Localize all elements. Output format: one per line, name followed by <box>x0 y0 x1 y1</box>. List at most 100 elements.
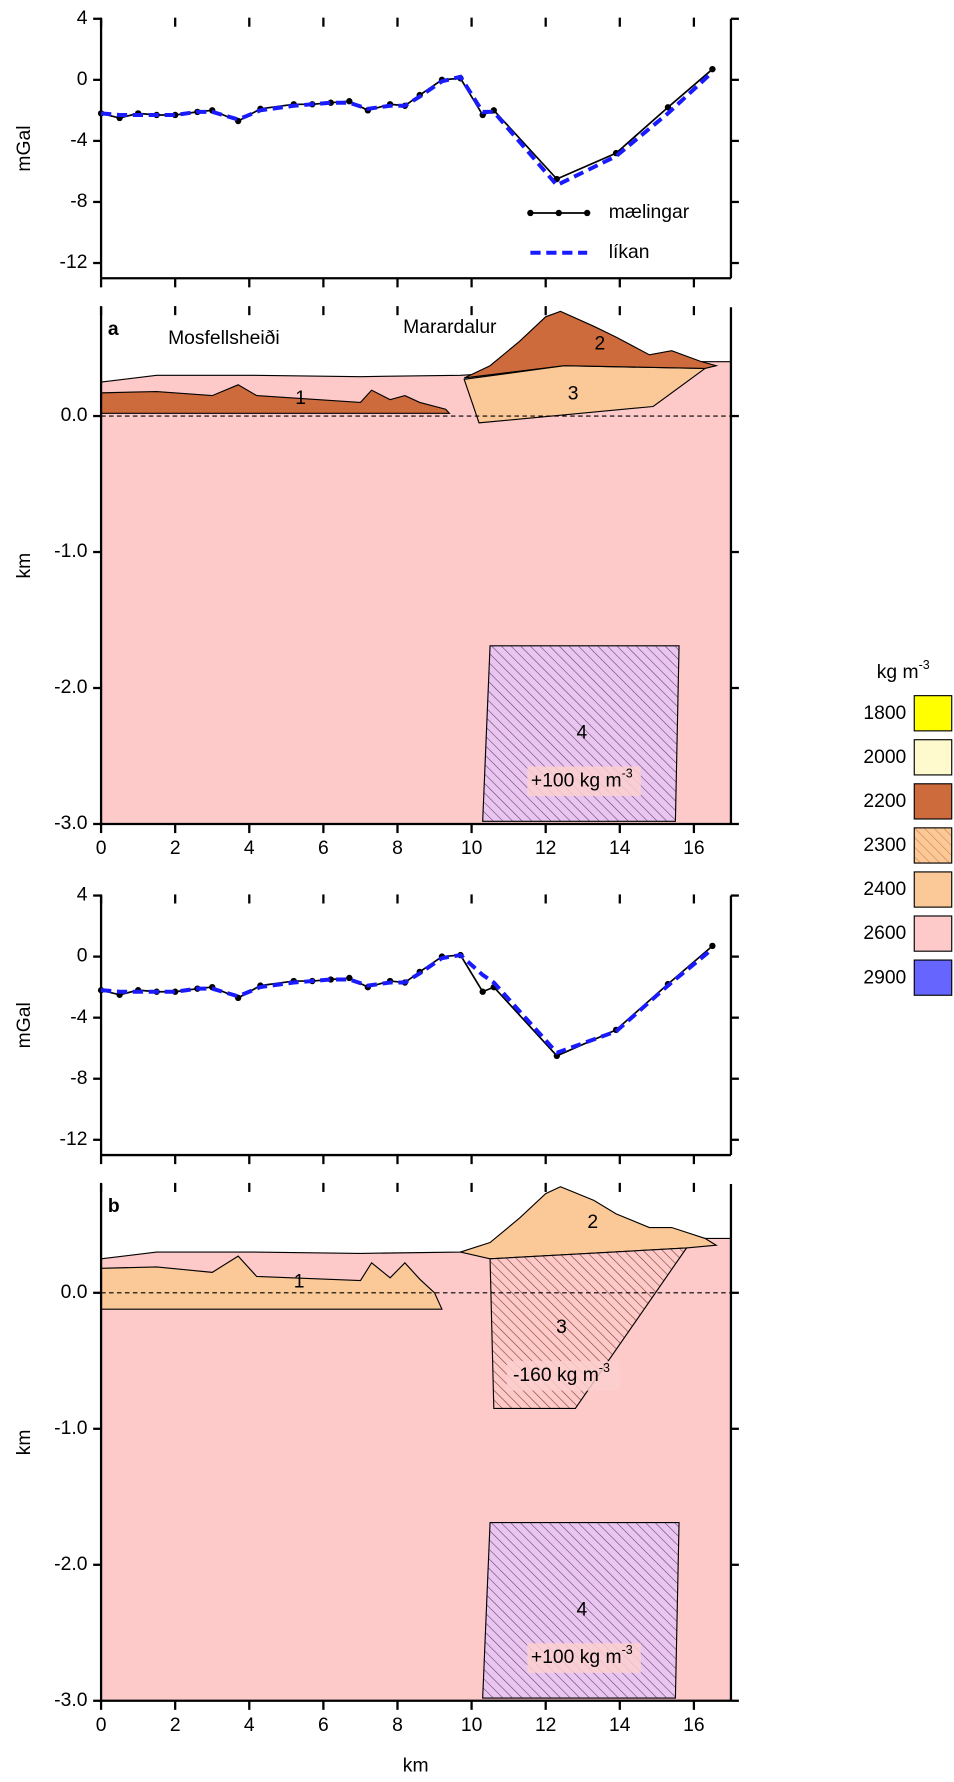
body-label: 2 <box>587 1212 598 1233</box>
y-axis-label: mGal <box>14 1002 35 1048</box>
x-tick-label: 16 <box>683 1715 704 1736</box>
y-tick-label: 4 <box>77 8 88 29</box>
legend-swatch <box>913 915 953 952</box>
legend-swatch <box>913 783 953 820</box>
density-annotation-sup: -3 <box>599 1361 610 1375</box>
legend-label: mælingar <box>609 202 690 223</box>
series-line <box>100 68 713 181</box>
y-tick-label: -1.0 <box>54 541 87 562</box>
annotation-bg <box>506 1361 621 1391</box>
legend-marker <box>527 209 534 217</box>
x-tick-label: 8 <box>392 838 403 859</box>
legend-entry-label: 2400 <box>863 879 906 900</box>
data-point <box>346 974 353 982</box>
legend-marker <box>583 209 591 217</box>
legend-entry-label: 2300 <box>863 835 906 856</box>
y-tick-label: -2.0 <box>54 677 87 698</box>
body <box>100 384 451 414</box>
legend-entry-label: 2600 <box>863 923 906 944</box>
x-tick-label: 12 <box>535 838 556 859</box>
series-line <box>100 947 714 1056</box>
legend-title: kg m-3 <box>877 658 930 683</box>
series-line <box>100 70 714 188</box>
data-point <box>664 104 672 111</box>
series-line <box>100 945 713 1057</box>
x-tick-label: 4 <box>244 838 255 859</box>
legend-title-text: kg m <box>877 662 919 683</box>
place-name: Marardalur <box>403 317 497 338</box>
annotation-bg <box>527 1643 641 1673</box>
body <box>100 1255 443 1310</box>
density-annotation: -160 kg m-3 <box>513 1361 610 1386</box>
y-axis-label: km <box>14 1430 35 1456</box>
body <box>458 1186 718 1260</box>
data-point <box>709 942 716 950</box>
legend-entry-label: 2900 <box>863 967 906 988</box>
x-tick-label: 4 <box>244 1715 255 1736</box>
y-tick-label: -12 <box>60 252 88 273</box>
legend-swatch <box>913 739 953 776</box>
data-point <box>346 98 353 105</box>
y-tick-label: 0 <box>77 946 88 967</box>
data-point <box>709 65 716 73</box>
legend-entry-label: 1800 <box>863 703 906 724</box>
legend-title-sup: -3 <box>919 658 930 672</box>
body-label: 1 <box>295 388 306 409</box>
y-tick-label: 0.0 <box>61 405 88 426</box>
body-label: 3 <box>556 1317 567 1338</box>
y-tick-label: -4 <box>70 130 87 151</box>
x-tick-label: 16 <box>683 838 704 859</box>
y-axis-label: km <box>14 553 35 579</box>
body-label: 4 <box>576 723 587 744</box>
y-tick-label: -4 <box>70 1007 87 1028</box>
y-tick-label: -3.0 <box>54 1690 87 1711</box>
legend-label: líkan <box>609 242 650 263</box>
y-tick-label: -8 <box>70 1068 87 1089</box>
y-tick-label: -8 <box>70 191 87 212</box>
legend-entry-label: 2000 <box>863 747 906 768</box>
panel-letter: a <box>108 319 119 340</box>
x-tick-label: 12 <box>535 1715 556 1736</box>
place-name: Mosfellsheiði <box>168 328 280 349</box>
y-tick-label: -1.0 <box>54 1418 87 1439</box>
x-tick-label: 6 <box>318 838 329 859</box>
density-annotation-sup: -3 <box>622 767 633 781</box>
density-annotation-sup: -3 <box>622 1643 633 1657</box>
body-label: 2 <box>594 334 605 355</box>
body-label: 4 <box>576 1599 587 1620</box>
legend-swatch <box>913 959 953 996</box>
y-tick-label: 4 <box>77 885 88 906</box>
x-tick-label: 2 <box>170 1715 181 1736</box>
data-point <box>479 988 486 995</box>
y-tick-label: 0 <box>77 69 88 90</box>
panel-letter: b <box>108 1196 120 1217</box>
x-tick-label: 14 <box>609 1715 631 1736</box>
legend-swatch <box>913 827 953 864</box>
x-tick-label: 14 <box>609 838 631 859</box>
density-annotation-text: +100 kg m <box>531 770 622 791</box>
density-annotation-text: +100 kg m <box>531 1647 622 1668</box>
y-tick-label: -3.0 <box>54 813 87 834</box>
y-tick-label: 0.0 <box>61 1282 88 1303</box>
legend-marker <box>555 209 562 217</box>
body-label: 1 <box>294 1272 305 1293</box>
y-tick-label: -2.0 <box>54 1554 87 1575</box>
x-tick-label: 2 <box>170 838 181 859</box>
x-tick-label: 6 <box>318 1715 329 1736</box>
x-tick-label: 10 <box>461 1715 482 1736</box>
x-tick-label: 10 <box>461 838 482 859</box>
y-tick-label: -12 <box>60 1129 88 1150</box>
legend-swatch <box>913 871 953 908</box>
x-tick-label: 0 <box>96 838 107 859</box>
legend-swatch <box>913 695 953 732</box>
body <box>463 310 719 379</box>
y-axis-label: mGal <box>14 125 35 171</box>
density-annotation: +100 kg m-3 <box>531 767 633 792</box>
x-tick-label: 0 <box>96 1715 107 1736</box>
body-label: 3 <box>568 383 579 404</box>
legend-entry-label: 2200 <box>863 791 906 812</box>
x-tick-label: 8 <box>392 1715 403 1736</box>
